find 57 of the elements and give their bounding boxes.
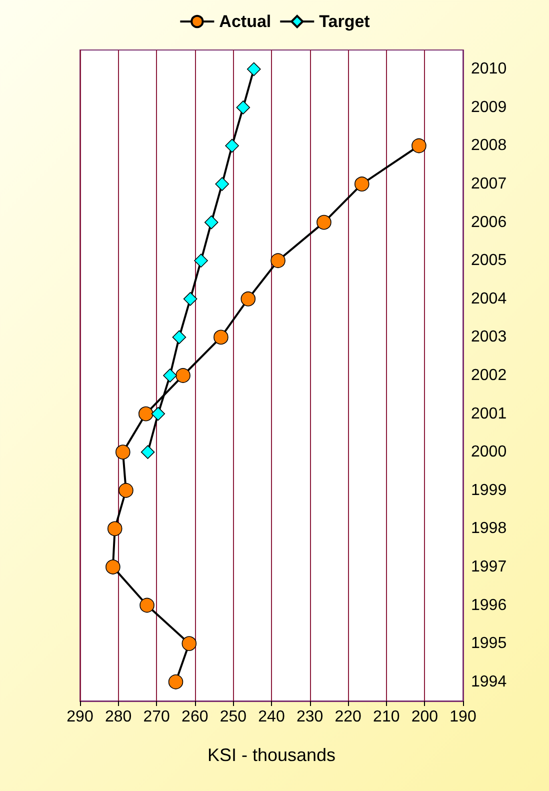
point	[182, 636, 197, 651]
x-tick-label: 280	[104, 708, 132, 726]
y-tick-label: 1999	[471, 482, 507, 499]
legend-label: Target	[319, 12, 370, 31]
point	[214, 330, 228, 345]
point	[354, 176, 370, 192]
x-axis-title: KSI - thousands	[207, 745, 336, 765]
x-tick-label: 260	[182, 708, 208, 726]
point	[204, 215, 218, 230]
legend-label: Actual	[219, 12, 272, 31]
y-tick-label: 2010	[471, 60, 507, 78]
y-tick-label: 2005	[471, 252, 507, 270]
point	[183, 292, 198, 306]
point	[246, 62, 261, 76]
point	[225, 138, 239, 153]
y-tick-label: 2007	[471, 176, 507, 193]
point	[116, 444, 130, 460]
y-tick-label: 2000	[471, 444, 507, 461]
x-tick-label: 210	[373, 708, 400, 726]
point	[172, 330, 186, 344]
point	[163, 368, 177, 382]
y-tick-label: 2004	[471, 290, 507, 308]
point	[176, 368, 190, 383]
x-tick-label: 190	[450, 708, 476, 726]
y-tick-label: 1997	[471, 558, 507, 576]
y-tick-label: 2008	[471, 137, 507, 154]
point	[168, 674, 184, 690]
x-tick-label: 290	[66, 708, 94, 726]
x-tick-label: 270	[143, 708, 170, 726]
point	[107, 521, 122, 536]
x-tick-label: 250	[220, 708, 247, 726]
point	[138, 406, 154, 422]
point	[215, 177, 229, 191]
y-tick-label: 2002	[471, 367, 507, 384]
y-tick-label: 1996	[471, 596, 507, 614]
point	[106, 560, 120, 574]
point	[140, 598, 154, 613]
y-tick-label: 2006	[471, 214, 507, 231]
point	[118, 482, 134, 498]
point	[412, 138, 426, 154]
x-tick-label: 230	[296, 708, 324, 726]
x-tick-label: 200	[411, 708, 438, 726]
point	[236, 100, 250, 114]
point	[240, 292, 256, 306]
point	[194, 254, 208, 268]
point	[316, 214, 332, 230]
x-tick-label: 240	[258, 708, 285, 726]
y-tick-label: 2001	[471, 405, 507, 422]
x-tick-label: 220	[334, 708, 362, 726]
y-tick-label: 1998	[471, 520, 507, 538]
point	[151, 406, 166, 421]
y-tick-label: 1994	[471, 673, 507, 690]
point	[270, 253, 286, 268]
y-tick-label: 1995	[471, 635, 507, 652]
point	[140, 445, 155, 459]
y-tick-label: 2003	[471, 328, 507, 346]
y-tick-label: 2009	[471, 98, 507, 116]
